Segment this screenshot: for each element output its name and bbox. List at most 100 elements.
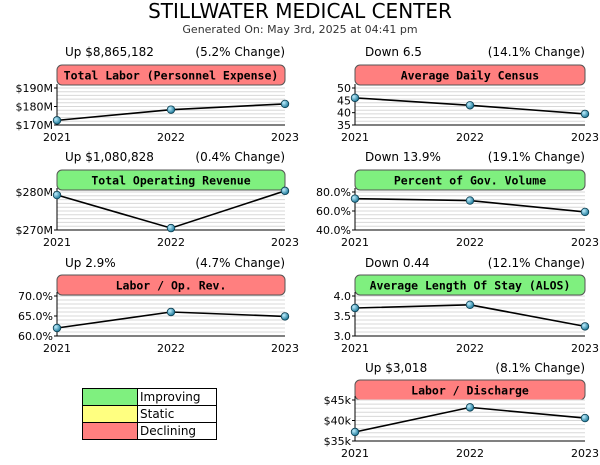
data-point — [465, 196, 475, 205]
x-tick-label: 2023 — [571, 131, 599, 144]
y-tick-label: $190M — [16, 82, 54, 95]
x-tick-label: 2023 — [271, 342, 299, 355]
x-tick-label: 2023 — [571, 447, 599, 460]
chart-summary: Up $1,080,828 — [65, 150, 154, 164]
chart-panel-3: Up $1,080,828 (0.4% Change) Total Operatin… — [16, 150, 300, 249]
data-point — [280, 312, 290, 321]
chart-panel-5: Up 2.9% (4.7% Change) Labor / Op. Rev. 60.0… — [18, 256, 299, 355]
y-tick-label: 3.0 — [334, 330, 352, 343]
legend-swatch-improving — [82, 388, 138, 406]
chart-title: Labor / Op. Rev. — [116, 279, 227, 293]
y-tick-label: 40.0% — [316, 224, 351, 237]
data-point — [580, 207, 590, 217]
data-point — [52, 190, 62, 200]
data-point — [350, 303, 360, 313]
data-point — [166, 307, 176, 317]
x-tick-label: 2021 — [341, 342, 369, 355]
y-tick-label: 50 — [337, 82, 351, 95]
chart-change: (5.2% Change) — [195, 45, 285, 59]
y-tick-label: $35k — [324, 435, 352, 448]
chart-summary: Up $8,865,182 — [65, 45, 154, 59]
x-tick-label: 2021 — [341, 236, 369, 249]
legend: Improving Static Declining — [82, 388, 217, 440]
y-tick-label: 60.0% — [18, 330, 53, 343]
y-tick-label: $180M — [16, 101, 54, 114]
chart-change: (8.1% Change) — [495, 361, 585, 375]
y-tick-label: 35 — [337, 119, 351, 132]
chart-title: Labor / Discharge — [411, 384, 529, 398]
y-tick-label: $40k — [324, 415, 352, 428]
data-point — [580, 109, 590, 119]
chart-title: Percent of Gov. Volume — [394, 174, 546, 188]
chart-panel-2: Down 6.5 (14.1% Change) Average Daily Cens… — [337, 45, 599, 144]
y-tick-label: $280M — [16, 186, 54, 199]
chart-change: (14.1% Change) — [488, 45, 585, 59]
y-tick-label: 45 — [337, 94, 351, 107]
data-point — [166, 223, 176, 233]
chart-summary: Up $3,018 — [365, 361, 427, 375]
chart-summary: Down 6.5 — [365, 45, 422, 59]
chart-panel-1: Up $8,865,182 (5.2% Change) Total Labor (P… — [16, 45, 300, 144]
legend-row-improving: Improving — [82, 388, 217, 406]
x-tick-label: 2023 — [271, 236, 299, 249]
legend-swatch-declining — [82, 422, 138, 440]
chart-change: (4.7% Change) — [195, 256, 285, 270]
chart-title: Total Labor (Personnel Expense) — [64, 69, 279, 83]
x-tick-label: 2022 — [157, 342, 185, 355]
x-tick-label: 2022 — [456, 236, 484, 249]
data-point — [166, 105, 176, 114]
chart-summary: Down 13.9% — [365, 150, 441, 164]
legend-label-improving: Improving — [137, 388, 217, 406]
x-tick-label: 2023 — [271, 131, 299, 144]
legend-swatch-static — [82, 405, 138, 423]
y-tick-label: 4.0 — [334, 290, 352, 303]
chart-summary: Down 0.44 — [365, 256, 430, 270]
chart-title-banner — [56, 169, 286, 191]
data-point — [465, 101, 475, 110]
y-tick-label: $170M — [16, 119, 54, 132]
data-point — [465, 300, 475, 309]
chart-change: (19.1% Change) — [488, 150, 585, 164]
x-tick-label: 2021 — [43, 236, 71, 249]
data-point — [350, 194, 360, 203]
data-point — [280, 186, 290, 196]
y-tick-label: 65.0% — [18, 310, 53, 323]
chart-panel-4: Down 13.9% (19.1% Change) Percent of Gov. … — [316, 150, 599, 249]
chart-change: (0.4% Change) — [195, 150, 285, 164]
y-tick-label: $45k — [324, 394, 352, 407]
y-tick-label: 3.5 — [334, 310, 352, 323]
x-tick-label: 2021 — [341, 447, 369, 460]
chart-title-banner — [56, 274, 286, 296]
legend-row-declining: Declining — [82, 422, 217, 440]
data-point — [350, 427, 360, 437]
data-point — [465, 403, 475, 412]
x-tick-label: 2022 — [157, 236, 185, 249]
chart-title-banner — [56, 64, 286, 86]
generated-timestamp: Generated On: May 3rd, 2025 at 04:41 pm — [182, 23, 418, 36]
y-tick-label: 40 — [337, 107, 351, 120]
chart-summary: Up 2.9% — [65, 256, 116, 270]
x-tick-label: 2021 — [341, 131, 369, 144]
legend-row-static: Static — [82, 405, 217, 423]
data-point — [280, 99, 290, 109]
legend-label-declining: Declining — [137, 422, 217, 440]
x-tick-label: 2022 — [157, 131, 185, 144]
x-tick-label: 2023 — [571, 236, 599, 249]
chart-change: (12.1% Change) — [488, 256, 585, 270]
chart-title-banner — [354, 169, 586, 191]
chart-panel-7: Up $3,018 (8.1% Change) Labor / Discharge $… — [324, 361, 599, 460]
x-tick-label: 2021 — [43, 131, 71, 144]
chart-title: Average Daily Census — [401, 69, 539, 83]
x-tick-label: 2022 — [456, 131, 484, 144]
x-tick-label: 2023 — [571, 342, 599, 355]
data-point — [580, 413, 590, 423]
chart-title: Average Length Of Stay (ALOS) — [370, 279, 571, 293]
chart-title-banner — [354, 274, 586, 296]
chart-panel-6: Down 0.44 (12.1% Change) Average Length Of… — [334, 256, 600, 355]
chart-title: Total Operating Revenue — [91, 174, 250, 188]
chart-title-banner — [354, 64, 586, 86]
legend-label-static: Static — [137, 405, 217, 423]
y-tick-label: 80.0% — [316, 186, 351, 199]
y-tick-label: 60.0% — [316, 205, 351, 218]
